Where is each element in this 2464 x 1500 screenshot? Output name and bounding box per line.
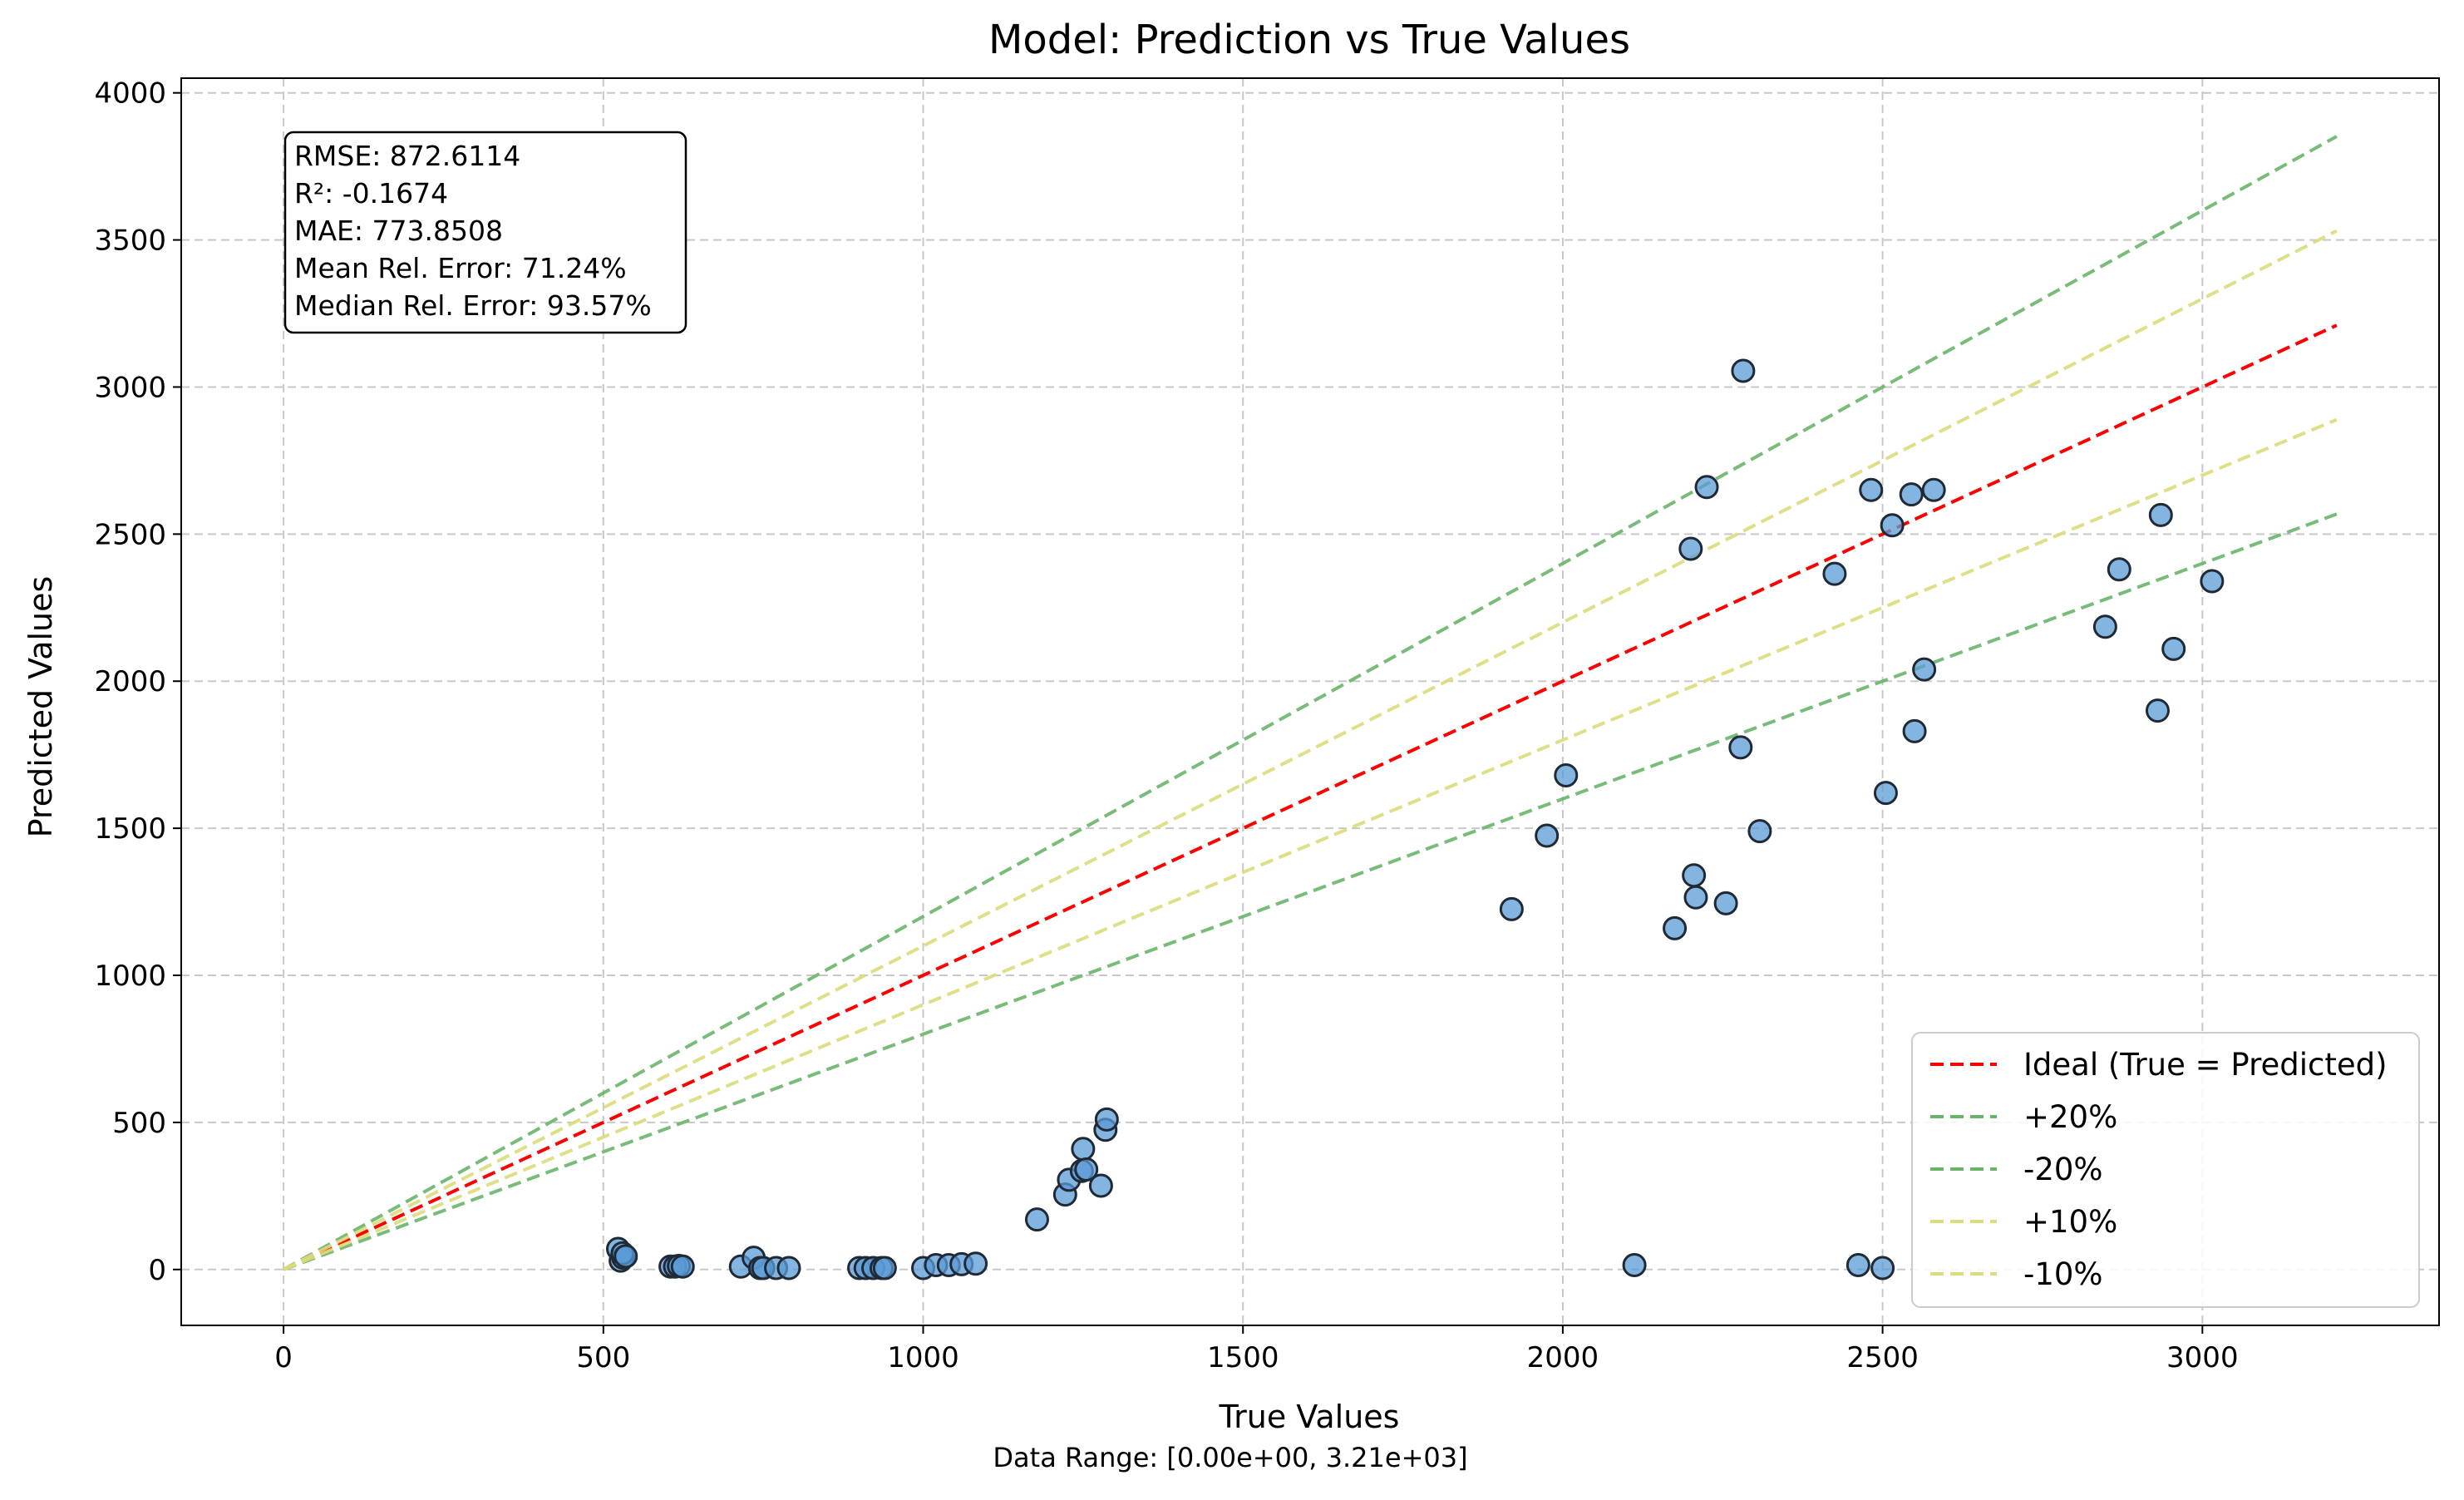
data-point (1683, 885, 1708, 910)
legend-label-plus20: +20% (2023, 1099, 2117, 1135)
y-axis-label: Predicted Values (22, 576, 59, 838)
data-point (1921, 477, 1946, 502)
data-point (963, 1251, 988, 1276)
data-point (2145, 698, 2170, 723)
y-tick-label: 1000 (94, 960, 166, 993)
stats-mean-rel-error: Mean Rel. Error: 71.24% (294, 252, 627, 284)
legend-frame (1911, 1032, 2420, 1308)
y-tick-label: 2000 (94, 665, 166, 698)
reference-lines (283, 135, 2338, 1271)
data-point (1859, 477, 1884, 502)
x-tick-label: 0 (274, 1341, 293, 1374)
data-point (614, 1244, 638, 1269)
data-point (1880, 513, 1905, 538)
legend-label-ideal: Ideal (True = Predicted) (2023, 1047, 2388, 1083)
data-point (1678, 536, 1703, 561)
x-tick-label: 2000 (1527, 1341, 1599, 1374)
data-point (1822, 561, 1847, 586)
reference-line--10- (283, 229, 2338, 1271)
data-point (1870, 1256, 1895, 1280)
data-point (2107, 557, 2131, 582)
data-point (1024, 1207, 1049, 1232)
data-range-subtitle: Data Range: [0.00e+00, 3.21e+03] (993, 1442, 1467, 1473)
reference-line-ideal-true-predicted- (283, 323, 2338, 1271)
legend-label-minus20: -20% (2023, 1152, 2103, 1187)
data-point (776, 1256, 801, 1280)
data-point (1499, 896, 1524, 921)
legend-label-plus10: +10% (2023, 1204, 2117, 1240)
data-point (2092, 614, 2117, 639)
data-point (872, 1256, 897, 1280)
data-point (1873, 781, 1898, 806)
data-point (1731, 358, 1756, 383)
data-point (670, 1254, 695, 1279)
data-point (1728, 735, 1753, 760)
data-point (1088, 1173, 1113, 1198)
stats-box-frame (283, 131, 687, 334)
axis-ticks: 0 500 1000 1500 2000 2500 3000 0 500 1000 1500 2000… (94, 77, 2238, 1374)
stats-mae: MAE: 773.8508 (294, 215, 503, 247)
chart-title: Model: Prediction vs True Values (988, 17, 1630, 63)
x-tick-label: 500 (576, 1341, 630, 1374)
data-point (2148, 502, 2173, 527)
stats-r2: R²: -0.1674 (294, 177, 448, 210)
y-tick-label: 4000 (94, 77, 166, 111)
data-point (1912, 657, 1937, 682)
data-point (1535, 823, 1560, 848)
x-tick-label: 1500 (1207, 1341, 1279, 1374)
data-point (1899, 482, 1924, 507)
x-tick-label: 3000 (2166, 1341, 2239, 1374)
y-tick-label: 1500 (94, 812, 166, 846)
stats-rmse: RMSE: 872.6114 (294, 140, 520, 172)
legend: Ideal (True = Predicted) +20% -20% +10% … (1911, 1032, 2420, 1308)
x-tick-label: 2500 (1846, 1341, 1919, 1374)
data-point (1682, 863, 1707, 888)
stats-median-rel-error: Median Rel. Error: 93.57% (294, 289, 652, 322)
y-tick-label: 2500 (94, 518, 166, 551)
data-point (1846, 1252, 1870, 1277)
reference-line--20- (283, 512, 2338, 1271)
stats-box: RMSE: 872.6114 R²: -0.1674 MAE: 773.8508… (283, 131, 687, 334)
data-point (1902, 718, 1927, 743)
data-point (1074, 1157, 1099, 1182)
y-tick-label: 500 (112, 1107, 166, 1140)
x-tick-label: 1000 (887, 1341, 959, 1374)
data-point (1694, 475, 1719, 500)
data-point (1071, 1137, 1096, 1162)
data-point (1554, 762, 1579, 787)
plot-area-frame (180, 77, 2440, 1326)
data-point (1663, 915, 1688, 940)
reference-line--20- (283, 135, 2338, 1271)
reference-line--10- (283, 417, 2338, 1271)
x-axis-label: True Values (1219, 1399, 1400, 1435)
data-point (1747, 819, 1772, 844)
data-point (1713, 891, 1738, 915)
data-point (1622, 1252, 1647, 1277)
y-tick-label: 3000 (94, 371, 166, 404)
data-point (2161, 636, 2186, 661)
y-tick-label: 0 (148, 1254, 166, 1287)
data-points (606, 358, 2225, 1280)
data-point (1094, 1107, 1119, 1132)
data-point (2200, 569, 2225, 594)
legend-label-minus10: -10% (2023, 1256, 2103, 1292)
y-tick-label: 3500 (94, 225, 166, 258)
